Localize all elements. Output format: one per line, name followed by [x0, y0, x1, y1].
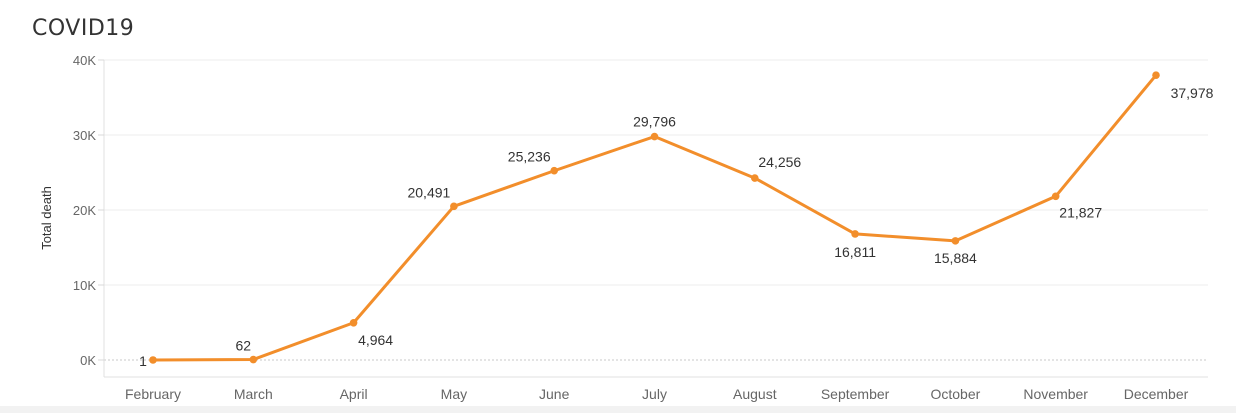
x-tick-label: November: [1023, 386, 1088, 402]
x-tick-label: March: [234, 386, 273, 402]
data-label-december: 37,978: [1171, 85, 1214, 101]
data-label-september: 16,811: [834, 244, 876, 260]
y-tick-label: 30K: [73, 128, 96, 143]
bottom-scroll-area: [0, 406, 1236, 413]
data-point-december: [1152, 71, 1160, 79]
chart-title: COVID19: [32, 16, 135, 41]
data-point-november: [1051, 192, 1060, 201]
axes: [103, 60, 1208, 378]
data-point-june: [550, 166, 558, 175]
data-point-july: [650, 132, 659, 141]
x-tick-label: October: [930, 386, 980, 402]
y-axis-label: Total death: [39, 186, 54, 250]
data-point-august: [751, 174, 759, 182]
data-label-february: 1: [139, 353, 147, 369]
y-tick-label: 20K: [73, 203, 96, 218]
x-tick-label: July: [642, 386, 667, 402]
data-label-june: 25,236: [508, 149, 551, 165]
data-point-february: [149, 356, 157, 364]
data-label-march: 62: [236, 338, 252, 354]
data-label-july: 29,796: [633, 114, 676, 130]
y-axis-ticks: 0K 10K 20K 30K 40K: [73, 53, 104, 368]
x-tick-label: May: [441, 386, 467, 402]
y-tick-label: 10K: [73, 278, 96, 293]
x-tick-label: December: [1124, 386, 1189, 402]
data-label-may: 20,491: [407, 184, 450, 200]
data-points: [149, 71, 1160, 364]
x-tick-label: August: [733, 386, 777, 402]
data-labels: 1 62 4,964 20,491 25,236 29,796 24,256 16,811 15…: [139, 85, 1214, 369]
x-tick-label: February: [125, 386, 181, 402]
x-tick-label: June: [539, 386, 570, 402]
x-tick-label: April: [340, 386, 368, 402]
y-tick-label: 40K: [73, 53, 96, 68]
data-label-august: 24,256: [758, 154, 801, 170]
data-label-april: 4,964: [358, 332, 393, 348]
x-axis-ticks: February March April May June July August Septe…: [125, 386, 1189, 402]
gridlines: [104, 59, 1208, 361]
data-label-november: 21,827: [1059, 204, 1102, 220]
data-point-march: [249, 355, 258, 364]
data-label-october: 15,884: [934, 250, 977, 266]
x-tick-label: September: [821, 386, 890, 402]
data-point-september: [851, 230, 859, 238]
data-point-october: [951, 237, 960, 245]
data-point-april: [349, 318, 358, 327]
data-point-may: [450, 202, 458, 211]
y-tick-label: 0K: [80, 353, 96, 368]
